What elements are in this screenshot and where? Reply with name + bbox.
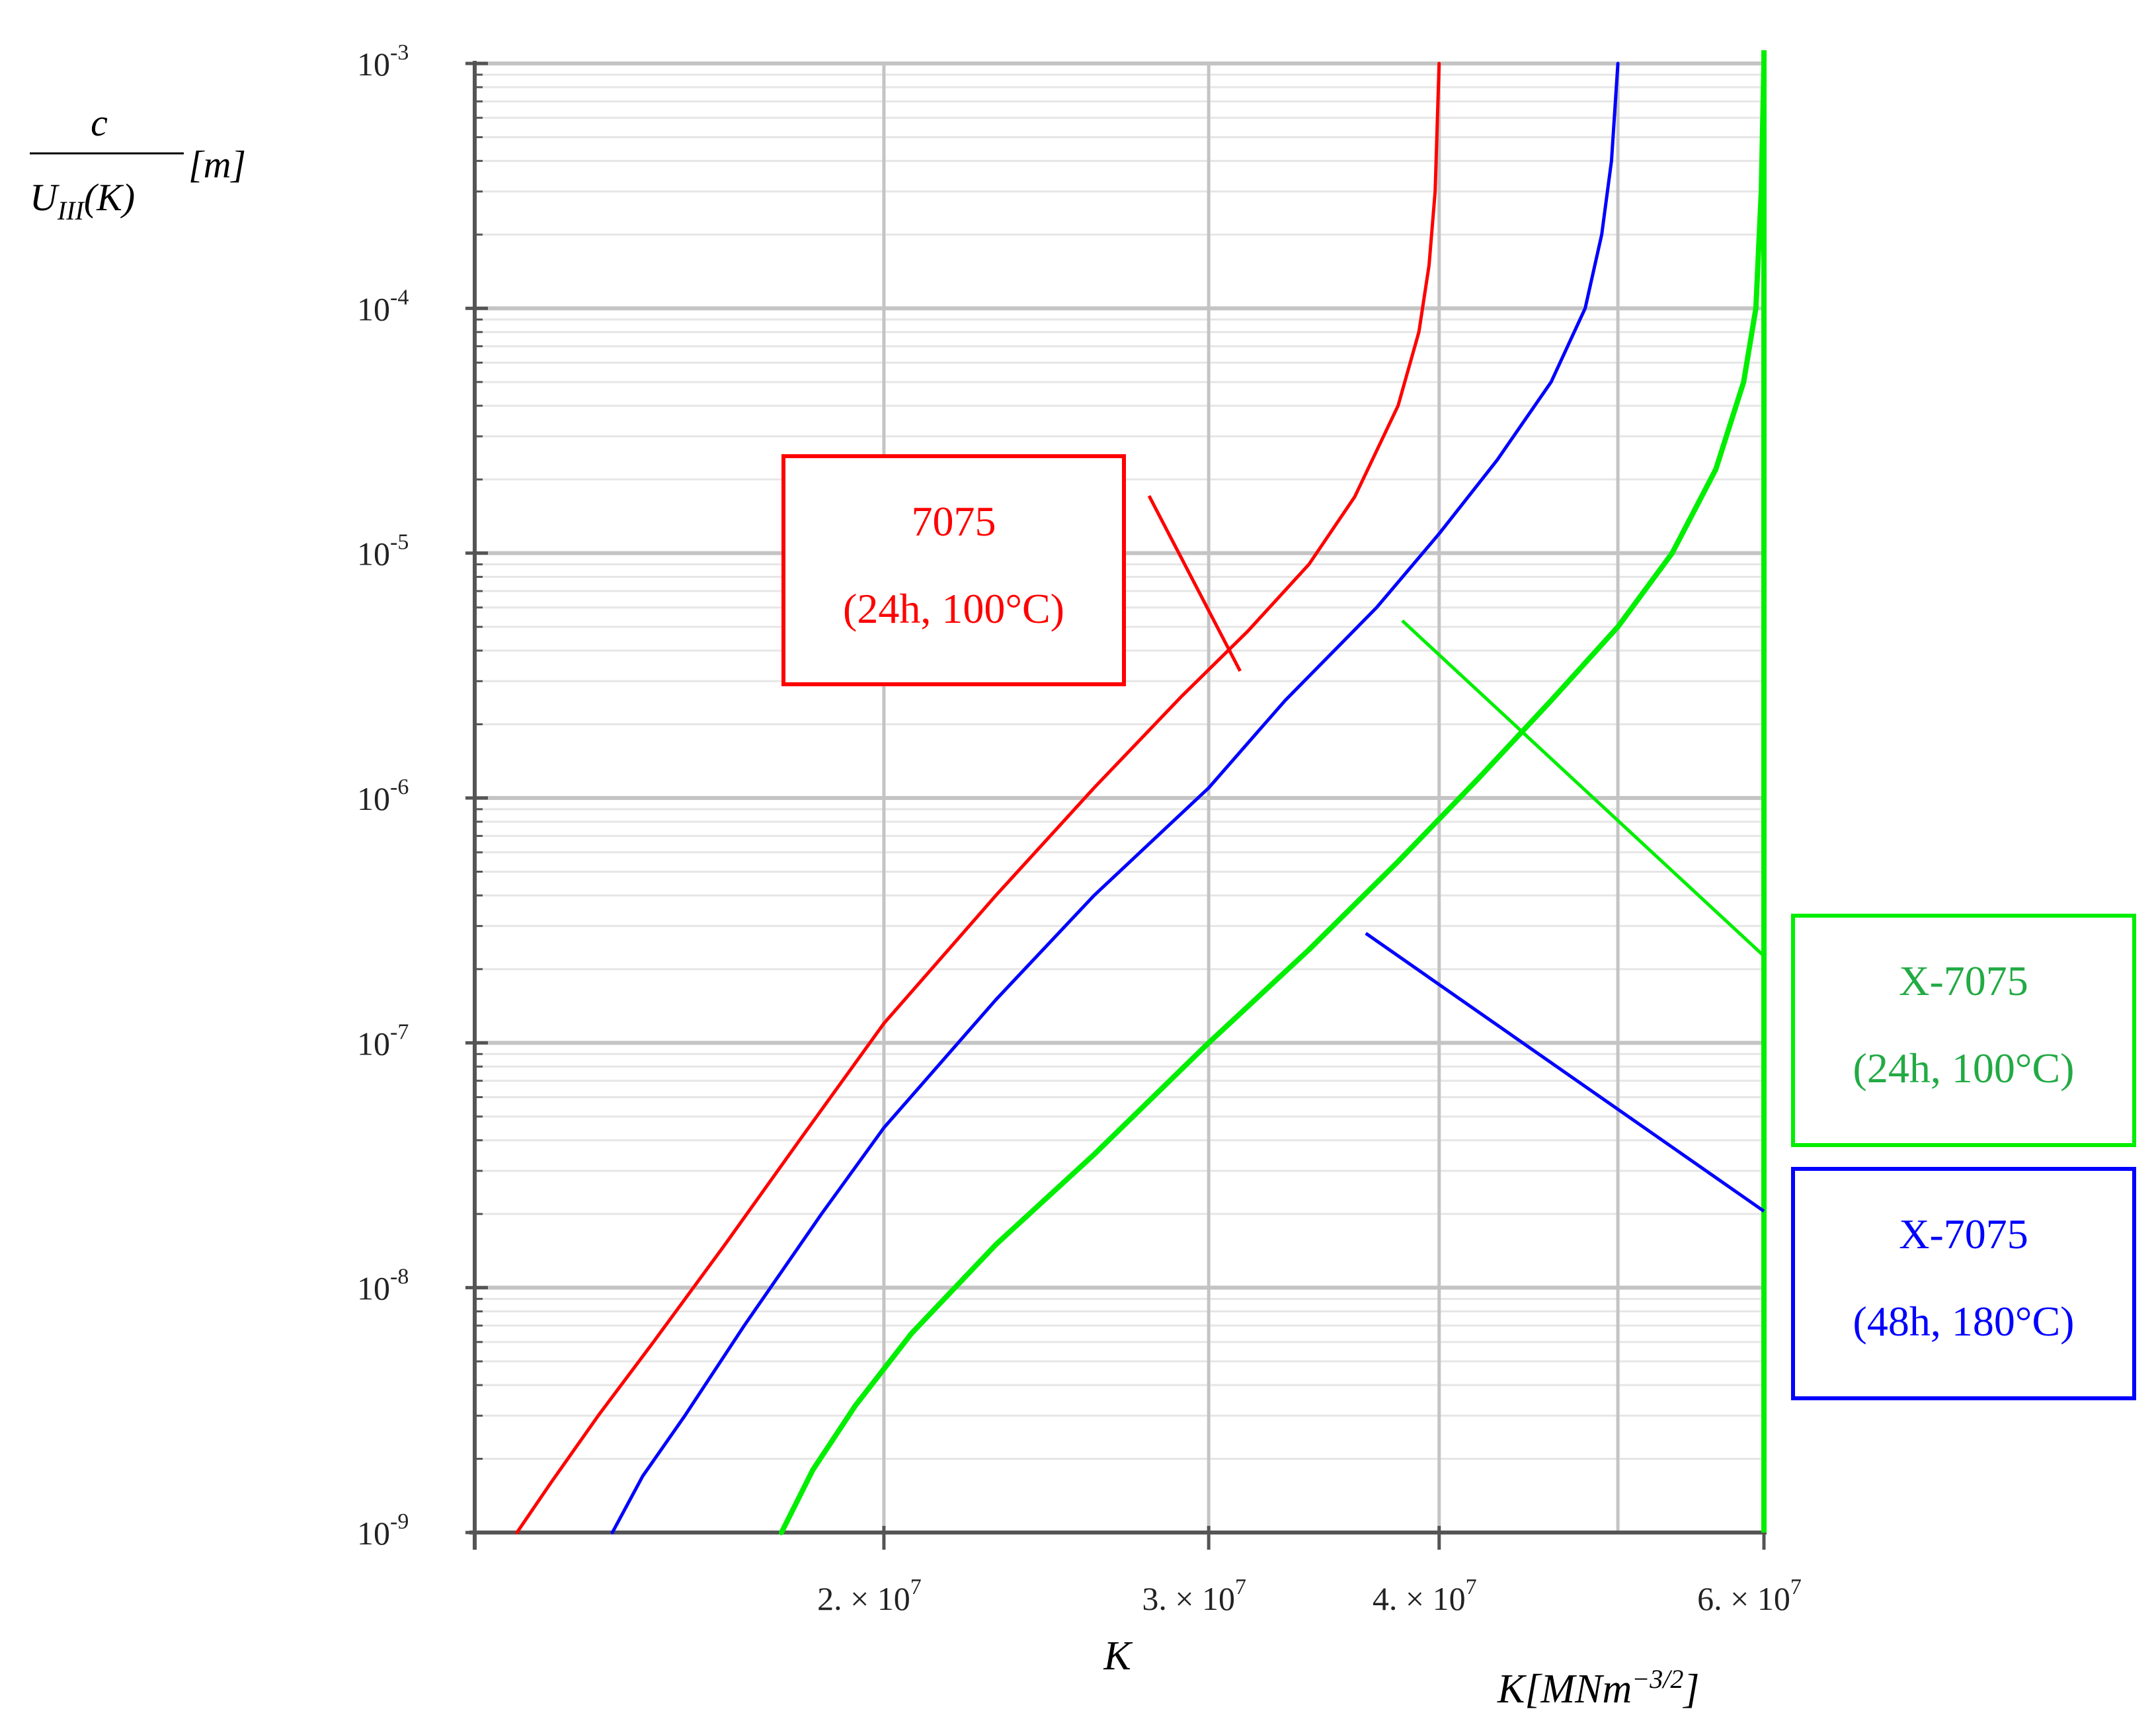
y-label-units: [m]	[188, 143, 246, 186]
axes: 10-3 10-4 10-5 10-6 10-7 10-8 10-9 2. × 107 3. ×…	[357, 40, 1802, 1617]
x-tick-label: 6. × 107	[1697, 1575, 1802, 1617]
y-tick-label: 10-9	[357, 1509, 409, 1552]
callout-1: 7075 (24h, 100°C)	[781, 454, 1242, 686]
y-tick-label: 10-6	[357, 775, 409, 817]
callout-box	[781, 454, 1126, 686]
x-tick-label: 2. × 107	[817, 1575, 922, 1617]
x-tick-label: 3. × 107	[1142, 1575, 1246, 1617]
callout-title: X-7075	[1899, 1211, 2028, 1257]
callout-leader-line	[1365, 932, 1765, 1213]
callout-title: 7075	[912, 498, 996, 545]
callout-box	[1791, 1167, 2136, 1400]
x-tick-label: 4. × 107	[1373, 1575, 1477, 1617]
y-tick-label: 10-8	[357, 1265, 409, 1307]
series-line-1	[515, 61, 1441, 1534]
y-tick-label: 10-3	[357, 40, 409, 83]
series-group	[515, 50, 1767, 1535]
callout-subtitle: (24h, 100°C)	[843, 585, 1064, 632]
callout-subtitle: (48h, 180°C)	[1853, 1298, 2075, 1345]
y-label-denominator: UIII(K)	[30, 176, 135, 225]
x-axis-units-label: K[MNm−3/2]	[1497, 1664, 1700, 1712]
callout-title: X-7075	[1899, 957, 2028, 1004]
y-tick-label: 10-4	[357, 285, 409, 327]
callouts: 7075(24h, 100°C)X-7075(24h, 100°C)X-7075…	[781, 454, 2136, 1400]
y-label-numerator: c	[91, 101, 108, 144]
y-tick-label: 10-5	[357, 530, 409, 573]
x-axis-label: K	[1103, 1634, 1133, 1679]
callout-box	[1791, 914, 2136, 1147]
series-line-3	[779, 61, 1767, 1535]
callout-leader-line	[1147, 495, 1242, 672]
callout-3: X-7075 (48h, 180°C)	[1365, 932, 2136, 1400]
y-axis-label: c UIII(K) [m]	[30, 101, 246, 225]
series-line-2	[610, 61, 1620, 1534]
callout-leader-line	[1401, 619, 1765, 957]
callout-2: X-7075 (24h, 100°C)	[1401, 619, 2136, 1147]
y-tick-label: 10-7	[357, 1019, 409, 1062]
callout-subtitle: (24h, 100°C)	[1853, 1045, 2075, 1092]
grid	[475, 61, 1766, 1534]
